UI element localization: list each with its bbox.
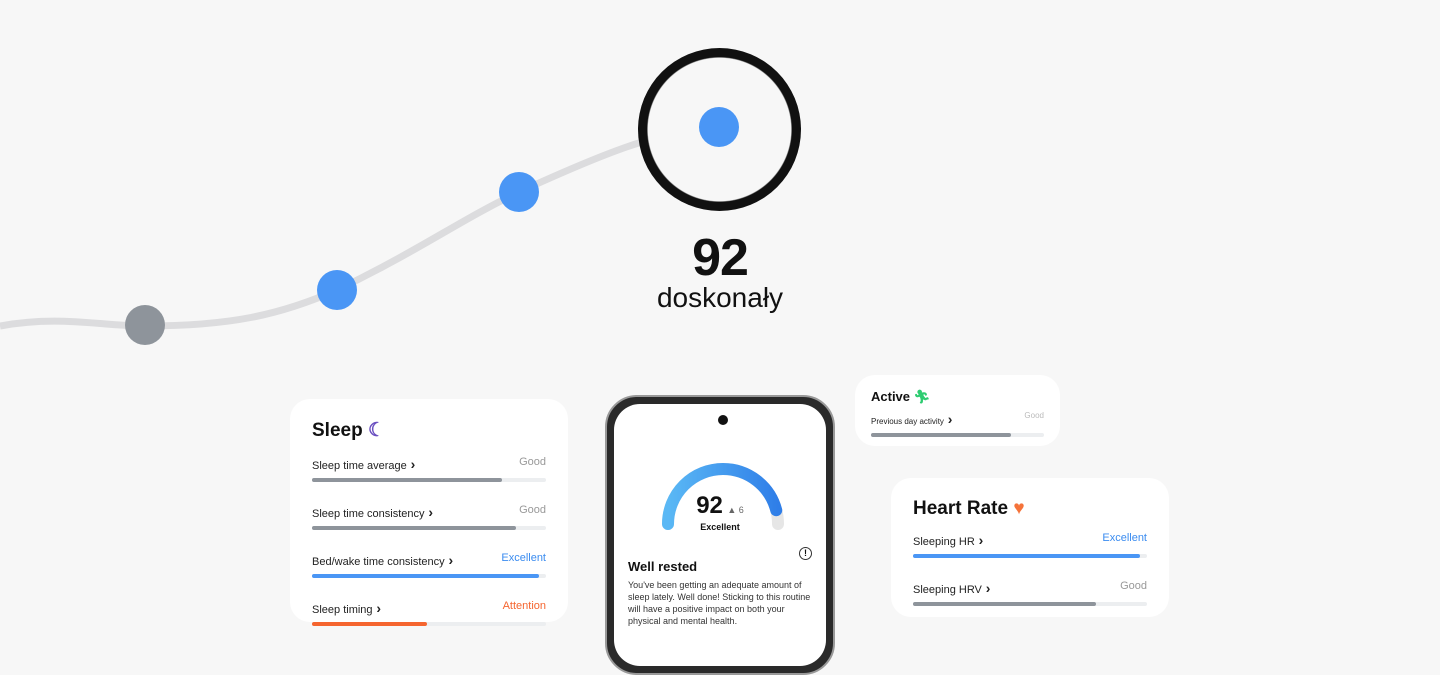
phone-delta: ▲ 6 (727, 505, 744, 515)
metric-bar (871, 433, 1044, 437)
camera-icon (718, 415, 728, 425)
trend-point (317, 270, 357, 310)
metric-label: Sleep time consistency (312, 504, 546, 520)
trend-point-current (699, 107, 739, 147)
metric-label: Sleeping HRV (913, 580, 1147, 596)
sleep-title: Sleep (312, 420, 363, 441)
heart-icon: ♥ (1013, 498, 1025, 519)
metric-label: Sleep timing (312, 600, 546, 616)
sleep-score-gauge (662, 463, 784, 530)
metric-bar (913, 602, 1147, 606)
phone-rating: Excellent (700, 522, 740, 532)
active-card: Active 🏃︎ Previous day activityGood (855, 375, 1060, 446)
score-value: 92 (692, 229, 749, 287)
phone-insight-title: Well rested (628, 559, 698, 574)
metric-row[interactable]: Previous day activityGood (871, 411, 1044, 437)
moon-icon: ☾ (367, 420, 386, 441)
metric-status: Good (1024, 411, 1044, 420)
metric-status: Attention (502, 600, 546, 612)
metric-bar-fill (913, 602, 1096, 606)
metric-row[interactable]: Sleep time consistencyGood (312, 504, 546, 530)
active-title: Active (871, 389, 911, 404)
metric-bar-fill (871, 433, 1012, 437)
metric-bar-fill (913, 554, 1140, 558)
metric-row[interactable]: Sleeping HRVGood (913, 580, 1147, 606)
metric-status: Good (1120, 580, 1147, 592)
phone-mockup: 92 ▲ 6 Excellent ! Well rested You've be… (605, 395, 835, 675)
metric-bar-fill (312, 478, 502, 482)
phone-insight-body: You've been getting an adequate amount o… (628, 580, 811, 626)
metric-label: Sleeping HR (913, 532, 1147, 548)
metric-label: Bed/wake time consistency (312, 552, 546, 568)
metric-row[interactable]: Sleep timingAttention (312, 600, 546, 626)
metric-bar-fill (312, 526, 516, 530)
phone-score: 92 (696, 492, 723, 519)
metric-bar (312, 622, 546, 626)
heart-rate-card: Heart Rate ♥ Sleeping HRExcellentSleepin… (891, 478, 1169, 617)
metric-label: Previous day activity (871, 411, 1044, 427)
metric-row[interactable]: Sleep time averageGood (312, 456, 546, 482)
metric-status: Excellent (501, 552, 546, 564)
metric-status: Good (519, 456, 546, 468)
info-icon[interactable]: ! (799, 547, 812, 560)
metric-bar-fill (312, 622, 427, 626)
trend-point (499, 172, 539, 212)
metric-row[interactable]: Sleeping HRExcellent (913, 532, 1147, 558)
sleep-card: Sleep ☾ Sleep time averageGoodSleep time… (290, 399, 568, 626)
metric-status: Excellent (1102, 532, 1147, 544)
metric-bar (312, 574, 546, 578)
metric-label: Sleep time average (312, 456, 546, 472)
metric-row[interactable]: Bed/wake time consistencyExcellent (312, 552, 546, 578)
metric-bar (913, 554, 1147, 558)
heart-title: Heart Rate (913, 498, 1009, 519)
metric-bar (312, 478, 546, 482)
metric-bar-fill (312, 574, 539, 578)
metric-bar (312, 526, 546, 530)
hero-score: 92 doskonały (620, 228, 820, 314)
running-icon: 🏃︎ (913, 389, 931, 404)
score-trend-curve (0, 123, 720, 345)
metric-status: Good (519, 504, 546, 516)
score-label: doskonały (656, 282, 784, 313)
trend-point (125, 305, 165, 345)
